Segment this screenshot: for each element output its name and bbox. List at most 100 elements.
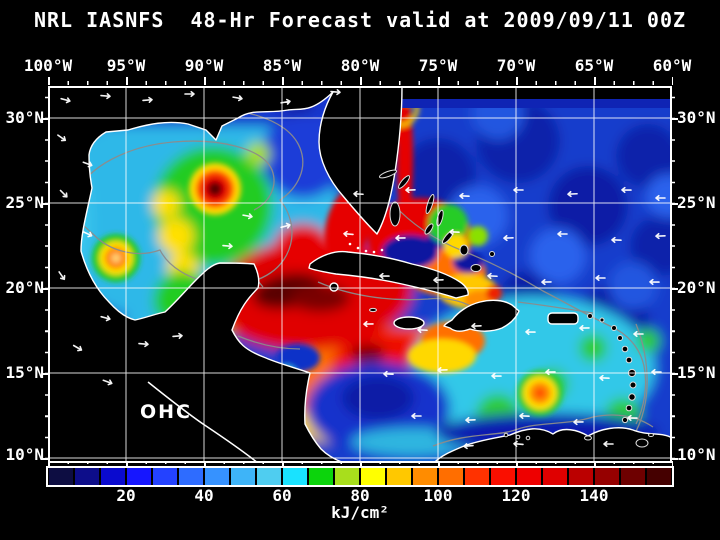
wind-arrow: [82, 161, 93, 168]
plot-title: NRL IASNFS 48-Hr Forecast valid at 2009/…: [33, 8, 687, 32]
wind-arrow: [433, 276, 444, 284]
wind-arrow: [379, 272, 390, 280]
colorbar-segment: [491, 468, 515, 485]
wind-arrow: [449, 228, 460, 236]
lon-tick-label: 65°W: [574, 56, 614, 75]
wind-arrow: [383, 370, 394, 378]
florida-keys: [348, 242, 384, 254]
wind-arrow: [57, 134, 67, 142]
plot-frame: [48, 86, 672, 463]
lat-tick-label-right: 25°N: [677, 193, 716, 212]
wind-arrow: [627, 414, 638, 422]
wind-arrow: [280, 98, 291, 105]
lon-tick-label: 100°W: [23, 56, 73, 75]
colorbar: [46, 466, 674, 487]
colorbar-segment: [283, 468, 307, 485]
ohc-heatmap-map: [48, 86, 672, 463]
colorbar-segment: [205, 468, 229, 485]
wind-arrow: [102, 379, 113, 386]
wind-arrow: [411, 412, 422, 420]
colorbar-unit: kJ/cm²: [331, 503, 389, 522]
cuba: [308, 250, 469, 299]
wind-arrow: [519, 412, 530, 420]
colorbar-tick-label: 140: [579, 486, 609, 505]
wind-arrow: [58, 271, 66, 281]
wind-arrow: [579, 324, 590, 332]
lat-tick-label-left: 15°N: [5, 363, 44, 382]
lat-tick-label-left: 20°N: [5, 278, 44, 297]
wind-arrow: [487, 272, 498, 280]
wind-arrow: [330, 89, 341, 96]
wind-arrow: [655, 194, 666, 202]
pacific-coastline: [147, 381, 259, 463]
colorbar-segment: [257, 468, 281, 485]
wind-arrow: [513, 186, 524, 194]
colorbar-segment: [153, 468, 177, 485]
puerto-rico: [547, 312, 579, 325]
axis-ticks-bottom-major: [48, 461, 673, 467]
wind-arrow: [525, 328, 536, 336]
wind-arrow: [353, 190, 364, 198]
wind-arrow: [513, 440, 524, 447]
wind-arrow: [621, 186, 632, 194]
wind-arrow: [503, 234, 514, 242]
wind-arrow: [471, 322, 482, 330]
colorbar-segment: [517, 468, 541, 485]
colorbar-segment: [387, 468, 411, 485]
wind-arrow: [232, 95, 243, 102]
colorbar-segment: [179, 468, 203, 485]
lat-tick-label-right: 10°N: [677, 445, 716, 464]
no-data-edge-strip: [400, 99, 672, 108]
lat-tick-label-right: 20°N: [677, 278, 716, 297]
lat-tick-label-left: 25°N: [5, 193, 44, 212]
wind-arrow: [222, 243, 233, 250]
lon-tick-label: 75°W: [418, 56, 458, 75]
wind-arrow: [655, 232, 666, 240]
colorbar-segment: [361, 468, 385, 485]
lon-tick-label: 80°W: [340, 56, 380, 75]
wind-arrow: [573, 418, 584, 426]
wind-arrow: [138, 341, 149, 348]
lat-tick-label-right: 15°N: [677, 363, 716, 382]
lat-tick-label-right: 30°N: [677, 108, 716, 127]
wind-arrow: [172, 332, 183, 339]
wind-arrow: [633, 330, 644, 338]
wind-arrow: [611, 236, 622, 244]
axis-ticks-top-minor: [48, 81, 673, 85]
axis-ticks-right: [672, 86, 678, 463]
lon-tick-label: 95°W: [106, 56, 146, 75]
wind-arrows: [57, 89, 666, 450]
colorbar-tick-label: 40: [194, 486, 214, 505]
wind-arrow: [649, 278, 660, 286]
wind-arrow: [651, 368, 662, 376]
wind-arrow: [60, 97, 71, 104]
wind-arrow: [363, 320, 374, 328]
wind-arrow: [459, 192, 470, 200]
wind-arrow: [395, 234, 406, 242]
colorbar-segment: [75, 468, 99, 485]
no-data-band: [400, 86, 672, 99]
colorbar-segment: [101, 468, 125, 485]
colorbar-segment: [647, 468, 671, 485]
colorbar-segment: [465, 468, 489, 485]
field-label-ohc: OHC: [140, 401, 192, 423]
colorbar-segment: [569, 468, 593, 485]
wind-arrow: [242, 213, 253, 220]
jamaica: [393, 316, 425, 330]
wind-arrow: [343, 230, 354, 237]
axis-ticks-right-minor: [672, 86, 675, 463]
wind-arrow: [595, 274, 606, 282]
colorbar-segment: [595, 468, 619, 485]
wind-arrow: [603, 440, 614, 448]
colorbar-segment: [309, 468, 333, 485]
colorbar-segments: [48, 468, 672, 485]
wind-arrow: [280, 222, 291, 229]
colorbar-segment: [621, 468, 645, 485]
lon-tick-label: 85°W: [262, 56, 302, 75]
wind-arrow: [557, 230, 568, 238]
wind-arrow: [599, 374, 610, 382]
colorbar-segment: [231, 468, 255, 485]
colorbar-tick-label: 100: [423, 486, 453, 505]
lat-tick-label-left: 30°N: [5, 108, 44, 127]
